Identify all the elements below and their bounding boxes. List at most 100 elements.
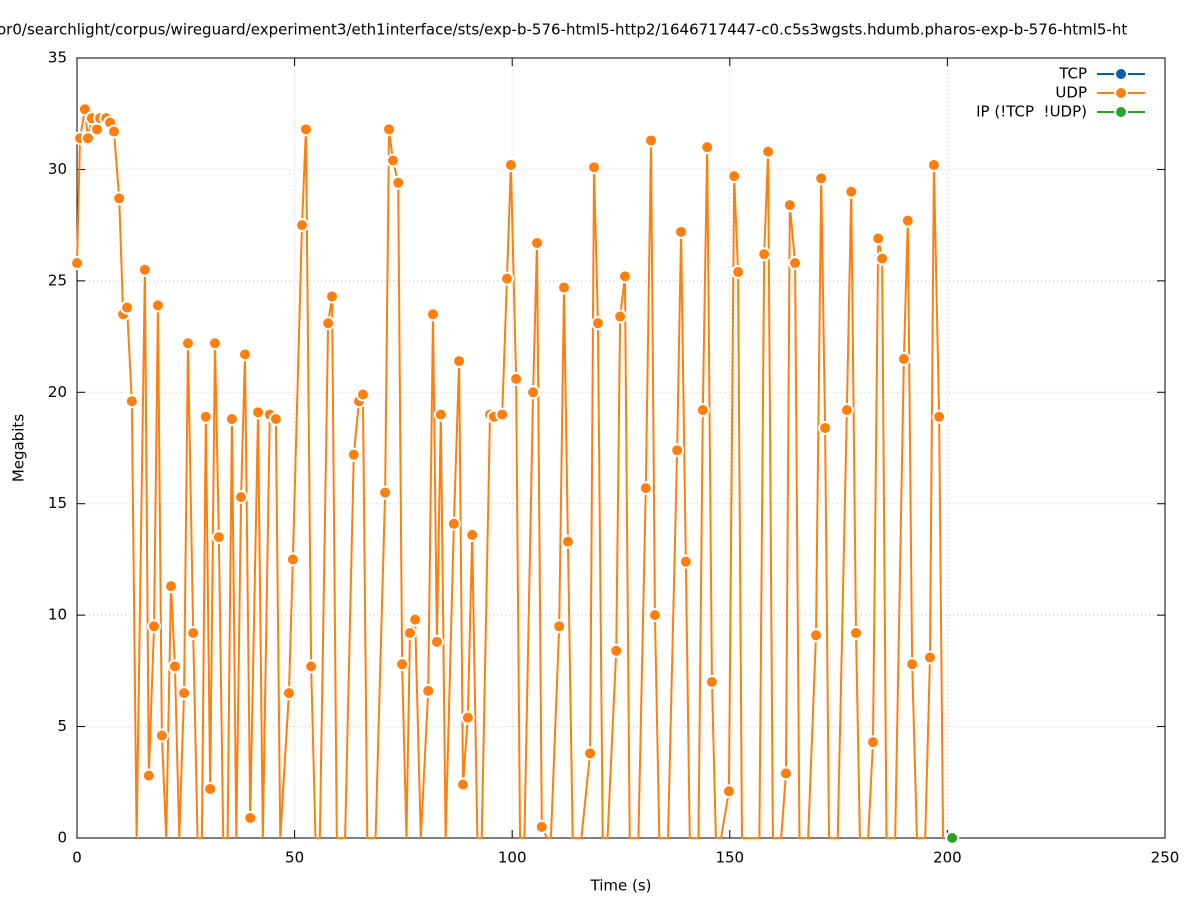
data-point <box>243 810 258 825</box>
data-point <box>849 625 864 640</box>
data-point <box>721 784 736 799</box>
data-point <box>731 264 746 279</box>
data-point <box>382 122 397 137</box>
data-point <box>446 516 461 531</box>
legend-label: UDP <box>1055 84 1087 102</box>
data-point <box>647 608 662 623</box>
x-tick-label: 150 <box>715 849 744 867</box>
data-point <box>70 256 84 271</box>
data-point <box>198 409 213 424</box>
data-point <box>425 307 440 322</box>
data-point <box>922 650 937 665</box>
data-point <box>186 625 201 640</box>
legend-marker <box>1114 67 1128 81</box>
data-point <box>560 534 575 549</box>
data-point <box>695 403 710 418</box>
data-point <box>112 191 127 206</box>
data-point <box>237 347 252 362</box>
data-point <box>757 247 772 262</box>
data-point <box>346 447 361 462</box>
data-point <box>298 122 313 137</box>
series-line <box>76 109 945 839</box>
data-point <box>509 371 524 386</box>
data-point <box>818 420 833 435</box>
data-point <box>644 133 659 148</box>
data-point <box>251 405 266 420</box>
data-point <box>808 628 823 643</box>
y-tick-label: 0 <box>57 829 67 847</box>
data-point <box>609 643 624 658</box>
plot-border <box>76 57 1166 839</box>
legend-marker <box>1114 86 1128 100</box>
data-point <box>90 122 105 137</box>
data-point <box>900 213 915 228</box>
data-point <box>727 169 742 184</box>
x-tick-label: 50 <box>285 849 304 867</box>
data-point <box>429 634 444 649</box>
data-point <box>124 394 139 409</box>
data-point <box>865 735 880 750</box>
data-point <box>207 336 222 351</box>
data-point <box>896 351 911 366</box>
data-point <box>678 554 693 569</box>
data-point <box>433 407 448 422</box>
data-point <box>304 659 319 674</box>
data-point <box>456 777 471 792</box>
chart-title: or0/searchlight/corpus/wireguard/experim… <box>0 21 1127 39</box>
data-point <box>385 153 400 168</box>
data-point <box>530 235 545 250</box>
data-point <box>905 657 920 672</box>
data-point <box>590 316 605 331</box>
data-point <box>106 124 121 139</box>
data-point <box>670 443 685 458</box>
data-point <box>613 309 628 324</box>
data-point <box>761 144 776 159</box>
data-point <box>137 262 152 277</box>
data-point <box>167 659 182 674</box>
data-point <box>180 336 195 351</box>
y-tick-label: 5 <box>57 717 67 735</box>
data-point <box>495 407 510 422</box>
data-point <box>556 280 571 295</box>
data-point <box>80 131 95 146</box>
data-point <box>294 218 309 233</box>
data-point <box>203 781 218 796</box>
data-point <box>141 768 156 783</box>
data-point <box>355 387 370 402</box>
data-point <box>814 171 829 186</box>
y-tick-label: 20 <box>48 383 67 401</box>
data-point <box>839 403 854 418</box>
data-point <box>526 385 541 400</box>
data-point <box>844 184 859 199</box>
data-point <box>281 686 296 701</box>
data-point <box>285 552 300 567</box>
data-point <box>778 766 793 781</box>
x-axis-label: Time (s) <box>590 877 652 895</box>
y-tick-label: 10 <box>48 606 67 624</box>
y-tick-label: 35 <box>48 49 67 67</box>
data-point <box>534 819 549 834</box>
data-point <box>932 409 947 424</box>
data-point <box>154 728 169 743</box>
data-point <box>674 224 689 239</box>
data-point <box>234 490 249 505</box>
data-point <box>211 530 226 545</box>
x-tick-label: 100 <box>498 849 527 867</box>
y-tick-label: 30 <box>48 160 67 178</box>
data-point <box>704 675 719 689</box>
data-point <box>871 231 886 246</box>
data-point <box>391 175 406 190</box>
data-point <box>460 710 475 725</box>
y-axis-label: Megabits <box>10 414 28 482</box>
data-point <box>77 102 92 117</box>
data-point <box>503 157 518 172</box>
data-point <box>552 619 567 634</box>
data-point <box>164 579 179 594</box>
data-point <box>421 683 436 698</box>
data-point <box>120 300 135 315</box>
data-point <box>452 354 467 369</box>
data-point <box>378 485 393 500</box>
data-point <box>321 316 336 331</box>
data-point <box>499 271 514 286</box>
data-point <box>268 412 283 427</box>
